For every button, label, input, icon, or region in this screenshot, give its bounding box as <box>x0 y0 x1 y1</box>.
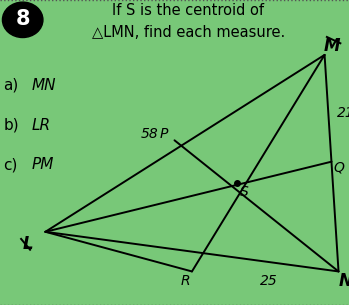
Text: L: L <box>23 235 33 253</box>
Text: N: N <box>339 271 349 290</box>
Text: b): b) <box>3 117 19 133</box>
Text: P: P <box>160 127 168 141</box>
Text: c): c) <box>3 157 18 172</box>
Text: 25: 25 <box>260 274 277 288</box>
Text: 58: 58 <box>141 127 159 141</box>
Text: MN: MN <box>31 78 56 93</box>
Text: 8: 8 <box>15 9 30 29</box>
Text: M: M <box>323 37 340 55</box>
Text: a): a) <box>3 78 19 93</box>
Text: PM: PM <box>31 157 54 172</box>
Text: S: S <box>240 185 249 199</box>
Circle shape <box>2 2 43 38</box>
Text: LR: LR <box>31 117 51 133</box>
Text: 21: 21 <box>337 106 349 120</box>
Text: If S is the centroid of: If S is the centroid of <box>112 3 265 18</box>
Text: Q: Q <box>333 161 344 175</box>
Text: R: R <box>180 274 190 288</box>
Text: △LMN, find each measure.: △LMN, find each measure. <box>92 24 285 40</box>
